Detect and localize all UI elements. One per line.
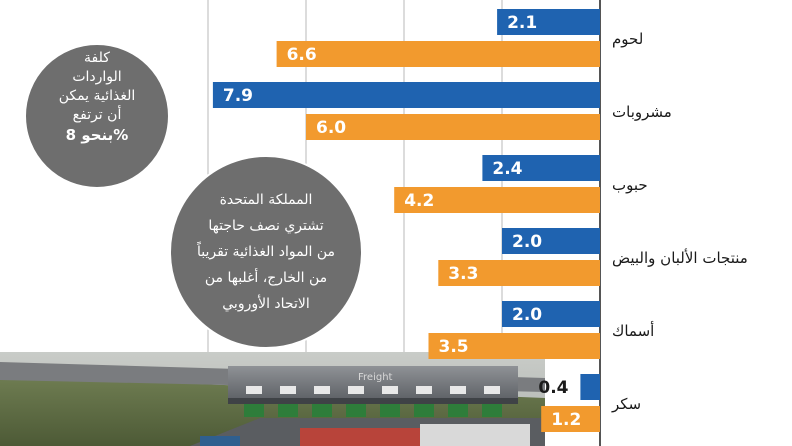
lane-marker xyxy=(314,386,330,394)
data-label: 3.5 xyxy=(439,337,469,357)
data-label: 2.0 xyxy=(512,305,542,325)
data-label: 2.0 xyxy=(512,232,542,252)
bubble-mid-line-3: من المواد الغذائية تقريباً xyxy=(196,241,335,260)
bubble-food-cost: كلفة الواردات الغذائية يمكن أن ترتفع بنح… xyxy=(24,43,170,189)
data-label: 3.3 xyxy=(448,264,478,284)
bar xyxy=(438,260,600,286)
data-label: 2.1 xyxy=(507,13,537,33)
bar xyxy=(276,41,600,67)
category-label: منتجات الألبان والبيض xyxy=(612,248,748,267)
bubble-mid-line-5: الاتحاد الأوروبي xyxy=(222,294,309,312)
lane-marker xyxy=(450,386,466,394)
toll-lane-signs xyxy=(244,386,502,417)
data-label: 1.2 xyxy=(551,410,581,430)
bubble-top-line-5: بنحو 8% xyxy=(66,126,129,144)
bar xyxy=(482,155,600,181)
data-label: 7.9 xyxy=(223,86,253,106)
bubble-top-line-2: الواردات xyxy=(72,69,121,85)
lane-sign xyxy=(278,404,298,417)
bubble-top-line-1: كلفة xyxy=(84,50,110,66)
lane-marker xyxy=(348,386,364,394)
bar xyxy=(497,9,600,35)
lane-marker xyxy=(382,386,398,394)
truck-trailer xyxy=(420,424,530,446)
lane-sign xyxy=(414,404,434,417)
category-label: أسماك xyxy=(612,321,654,340)
category-label: سكر xyxy=(611,395,641,413)
lane-sign xyxy=(346,404,366,417)
category-label: لحوم xyxy=(612,30,643,48)
bar xyxy=(580,374,600,400)
bubble-mid-line-4: من الخارج، أغلبها من xyxy=(205,268,327,286)
value-labels: 2.1 6.6 7.9 6.0 2.4 4.2 2.0 3.3 2.0 3.5 0.4 1.2 xyxy=(223,13,581,430)
lane-sign xyxy=(244,404,264,417)
data-label: 6.6 xyxy=(287,45,317,65)
bar xyxy=(428,333,600,359)
lane-sign xyxy=(380,404,400,417)
category-label: مشروبات xyxy=(612,103,672,121)
data-label: 2.4 xyxy=(492,159,522,179)
bar xyxy=(212,82,600,108)
lane-sign xyxy=(312,404,332,417)
bubble-uk-imports: المملكة المتحدة تشتري نصف حاجتها من المو… xyxy=(169,155,363,349)
bar xyxy=(306,114,600,140)
freight-sign-text: Freight xyxy=(358,372,393,383)
data-label: 0.4 xyxy=(538,378,568,398)
bubble-mid-line-2: تشتري نصف حاجتها xyxy=(208,218,323,234)
bar xyxy=(394,187,600,213)
data-label: 4.2 xyxy=(404,191,434,211)
bubble-mid-line-1: المملكة المتحدة xyxy=(220,192,313,208)
bubble-top-line-3: الغذائية يمكن xyxy=(59,88,136,104)
category-label: حبوب xyxy=(612,176,648,194)
bars xyxy=(212,9,600,432)
category-labels: لحوم مشروبات حبوب منتجات الألبان والبيض أسما… xyxy=(611,30,748,413)
lane-marker xyxy=(484,386,500,394)
lane-marker xyxy=(246,386,262,394)
lane-marker xyxy=(280,386,296,394)
lane-sign xyxy=(448,404,468,417)
freight-border-photo: Freight xyxy=(0,352,545,446)
bubble-top-line-4: أن ترتفع xyxy=(73,105,122,123)
bar xyxy=(502,228,600,254)
lane-marker xyxy=(416,386,432,394)
bar xyxy=(502,301,600,327)
lane-sign xyxy=(482,404,502,417)
bar xyxy=(541,406,600,432)
data-label: 6.0 xyxy=(316,118,346,138)
